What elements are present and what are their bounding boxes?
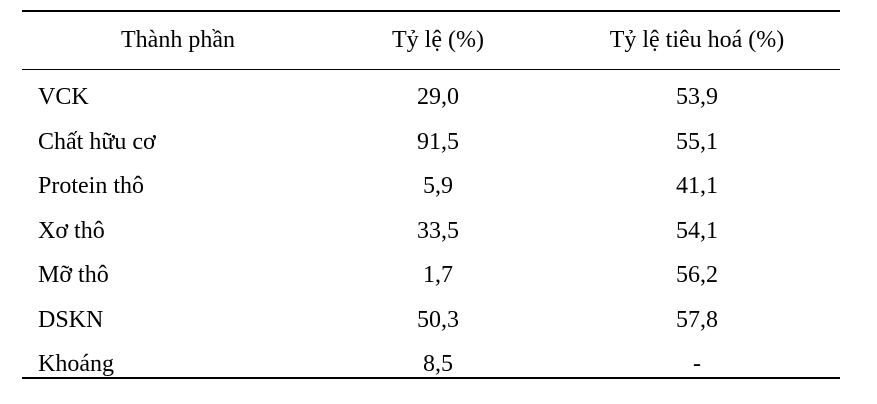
table-cell: VCK bbox=[38, 84, 89, 110]
table-cell: Mỡ thô bbox=[38, 262, 109, 288]
table-cell: - bbox=[693, 351, 701, 377]
table-cell: 56,2 bbox=[676, 262, 718, 288]
table-cell: 54,1 bbox=[676, 217, 718, 244]
table-cell: Khoáng bbox=[38, 351, 114, 377]
table-cell: 57,8 bbox=[676, 306, 718, 333]
top-rule bbox=[22, 10, 840, 12]
table-cell: 53,9 bbox=[676, 84, 718, 110]
table-cell: 29,0 bbox=[417, 84, 459, 110]
header-rule bbox=[22, 69, 840, 70]
table-cell: Chất hữu cơ bbox=[38, 128, 156, 155]
table-cell: Xơ thô bbox=[38, 217, 105, 244]
table-cell: 33,5 bbox=[417, 217, 459, 244]
table-cell: 5,9 bbox=[423, 173, 453, 199]
table-cell: 50,3 bbox=[417, 306, 459, 333]
header-cell: Tỷ lệ (%) bbox=[392, 27, 484, 53]
table-cell: 1,7 bbox=[423, 262, 453, 288]
table-cell: Protein thô bbox=[38, 173, 144, 199]
table-cell: 91,5 bbox=[417, 128, 459, 155]
table-cell: 55,1 bbox=[676, 128, 718, 155]
table-cell: DSKN bbox=[38, 306, 104, 333]
bottom-rule bbox=[22, 377, 840, 379]
header-cell: Tỷ lệ tiêu hoá (%) bbox=[609, 27, 785, 53]
table-cell: 41,1 bbox=[676, 173, 718, 199]
header-cell: Thành phần bbox=[121, 27, 235, 53]
table-cell: 8,5 bbox=[423, 351, 453, 377]
